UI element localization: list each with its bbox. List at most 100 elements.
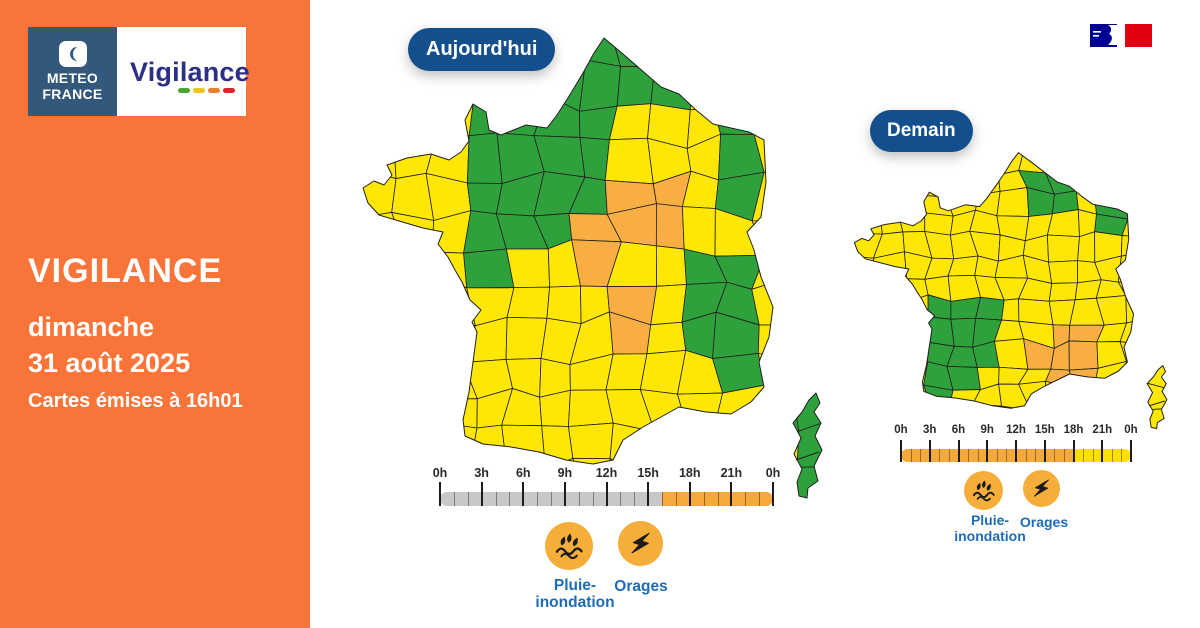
department-cell [1075,173,1100,195]
timeline-hour-separator [1111,449,1113,462]
timeline-hour-label: 6h [951,424,966,436]
department-cell [363,59,397,109]
department-cell [1168,167,1173,187]
department-cell [713,108,763,135]
timeline-tick [522,482,525,506]
department-cell [401,276,435,325]
department-cell [787,466,822,498]
department-cell [396,348,434,399]
department-cell [1019,299,1053,325]
department-cell [1168,274,1173,305]
timeline-tick [605,482,608,506]
department-cell [1170,213,1173,239]
timeline-tick [957,440,960,462]
department-cell [438,67,473,102]
map-tomorrow [853,149,1173,434]
timeline-hour-separator [592,492,594,506]
department-cell [713,66,763,112]
timeline-hour-label: 6h [515,466,531,480]
department-cell [881,317,907,348]
vigilance-dash [192,88,205,93]
department-cell [1143,319,1167,346]
department-cell [463,317,507,362]
department-cell [432,252,467,288]
department-cell [363,326,401,361]
marianne-profile [1108,25,1117,45]
timeline-hour-label: 15h [1034,424,1055,436]
department-cell [854,403,880,428]
department-cell [947,366,980,390]
department-cell [1167,360,1173,388]
department-cell [787,175,822,220]
department-cell [502,425,546,470]
department-cell [394,102,438,142]
department-cell [1145,237,1167,254]
timeline-hour-separator [1063,449,1065,462]
department-cell [467,133,502,184]
department-cell [881,302,902,319]
department-cell [395,456,436,498]
department-cell [924,385,953,413]
department-cell [826,248,831,291]
department-cell [1168,149,1173,173]
timeline-hour-label: 12h [595,466,618,480]
department-cell [855,190,880,218]
timeline-hour-separator [1121,449,1123,462]
department-cell [1144,188,1167,218]
department-cell [760,68,793,112]
department-cell [1142,166,1167,197]
department-cell [854,210,882,234]
department-cell [1168,316,1173,342]
department-cell [758,325,799,359]
department-cell [606,354,647,390]
department-cell [363,385,397,437]
department-cell [1171,431,1173,434]
department-cell [1142,152,1167,167]
timeline-tick [480,482,483,506]
timeline-hour-label: 3h [474,466,489,480]
department-cell [1172,342,1173,369]
department-cell [752,221,791,256]
timeline-tick [730,482,733,506]
department-cell [788,38,822,69]
department-cell [824,422,831,466]
timeline-tick [647,482,650,506]
department-cell [874,343,907,368]
timeline-hour-separator [910,449,912,462]
date-full: 31 août 2025 [28,348,191,378]
issued-time: Cartes émises à 16h01 [28,390,243,412]
department-cell [1149,343,1167,370]
department-cell [970,152,1000,175]
department-cell [854,425,881,429]
timeline-hour-separator [1092,449,1094,462]
timeline-hour-separator [495,492,497,506]
department-cell [1143,296,1167,324]
department-cell [828,32,831,72]
timeline-hour-separator [703,492,705,506]
department-cell [1118,253,1151,284]
timeline-hour-separator [1054,449,1056,462]
department-cell [1168,298,1173,324]
timeline-tomorrow: 0h 3h 6h 9h 12h 15h 18h 21h 0h [894,424,1138,466]
timeline-tick [1101,440,1104,462]
flag-blue-block [1090,24,1117,47]
department-cell [1144,277,1167,305]
timeline-hour-separator [551,492,552,506]
department-cell [433,348,477,399]
department-cell [680,38,725,77]
storm-label: Orages [1019,514,1069,530]
department-cell [1019,152,1055,173]
timeline-hour-separator [996,449,998,462]
timeline-hour-separator [634,492,636,506]
timeline-hour-separator [675,492,677,506]
department-cell [1126,296,1144,323]
department-cell [363,491,401,498]
department-cell [690,66,725,110]
department-cell [997,188,1029,217]
department-cell [1046,381,1073,409]
department-cell [1121,236,1144,256]
map-outline [854,153,1133,409]
department-cell [686,422,722,470]
department-cell [791,277,822,325]
